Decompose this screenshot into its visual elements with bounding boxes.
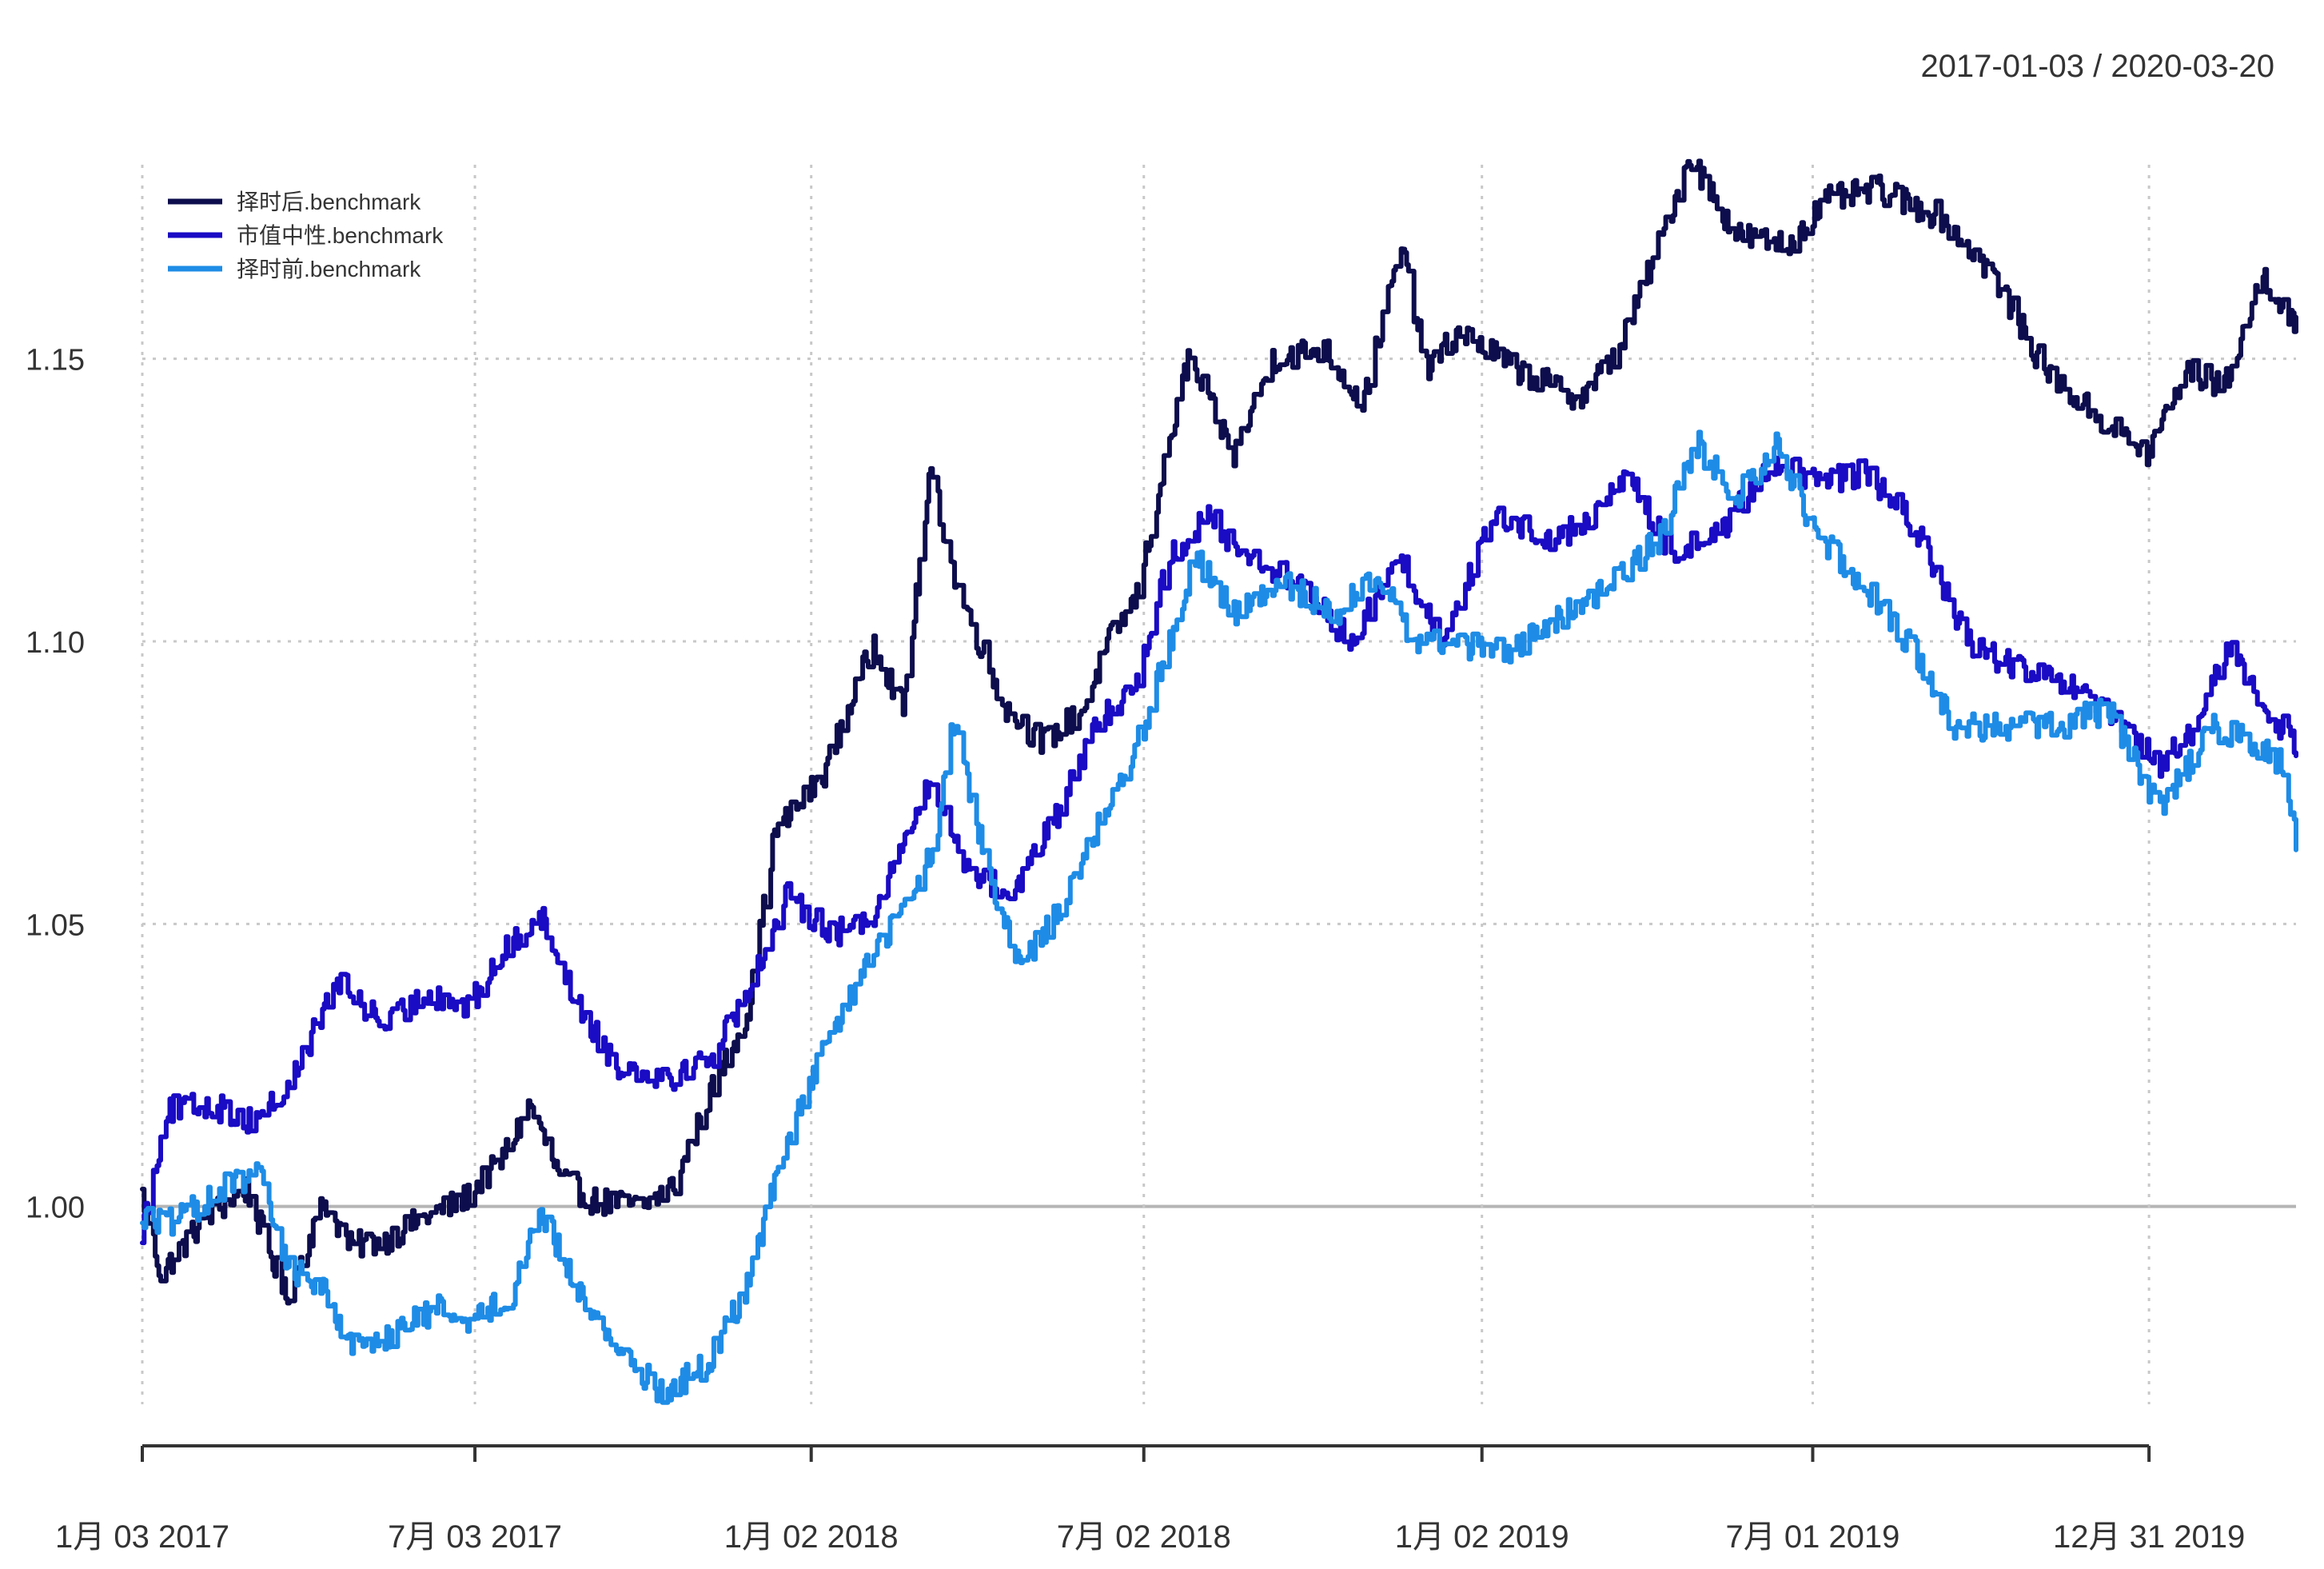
x-tick-label: 7月 03 2017 — [388, 1519, 562, 1555]
y-axis: 1.00 1.05 1.10 1.15 — [26, 344, 85, 1225]
y-tick-label: 1.10 — [26, 626, 85, 660]
x-tick-label: 1月 02 2019 — [1395, 1519, 1569, 1555]
x-tick-label: 1月 03 2017 — [55, 1519, 229, 1555]
date-range-label: 2017-01-03 / 2020-03-20 — [1920, 49, 2274, 84]
y-tick-label: 1.05 — [26, 908, 85, 942]
x-tick-label: 7月 01 2019 — [1725, 1519, 1899, 1555]
legend-label: 择时前.benchmark — [237, 257, 421, 281]
series-lines — [140, 158, 2298, 1405]
x-axis: 1月 03 2017 7月 03 2017 1月 02 2018 7月 02 2018… — [55, 1444, 2245, 1555]
y-tick-label: 1.00 — [26, 1192, 85, 1225]
series-line-2 — [140, 455, 2298, 1246]
legend: 择时后.benchmark 市值中性.benchmark 择时前.benchmark — [168, 190, 444, 281]
x-tick-label: 12月 31 2019 — [2053, 1519, 2245, 1555]
legend-label: 择时后.benchmark — [237, 190, 421, 214]
series-line-1 — [140, 158, 2298, 1306]
x-tick-label: 1月 02 2018 — [724, 1519, 899, 1555]
legend-label: 市值中性.benchmark — [237, 223, 444, 248]
x-tick-label: 7月 02 2018 — [1057, 1519, 1231, 1555]
gridlines — [141, 165, 2296, 1404]
series-line-3 — [140, 429, 2298, 1405]
y-tick-label: 1.15 — [26, 344, 85, 377]
